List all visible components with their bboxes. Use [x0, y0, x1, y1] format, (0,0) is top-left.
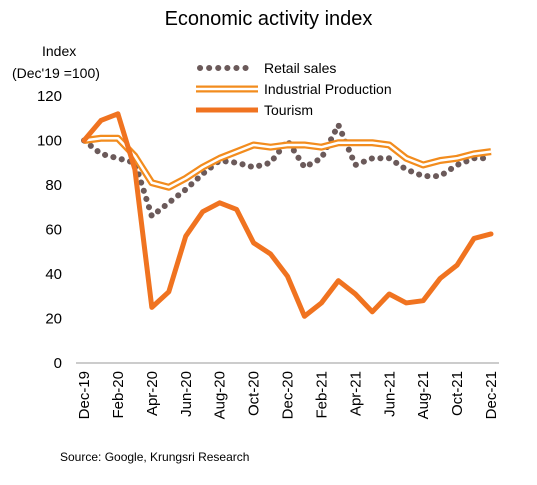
y-tick-label: 40 — [45, 266, 62, 283]
y-axis-label-line1: Index — [42, 43, 77, 59]
chart-title: Economic activity index — [164, 8, 373, 30]
legend-item-industrial-production: Industrial Production — [196, 79, 392, 100]
x-tick-label: Aug-21 — [415, 371, 432, 419]
source-note: Source: Google, Krungsri Research — [60, 450, 250, 464]
y-tick-label: 0 — [54, 355, 62, 372]
x-tick-label: Feb-21 — [313, 371, 330, 419]
x-tick-label: Oct-21 — [449, 371, 466, 416]
x-tick-label: Dec-19 — [76, 371, 93, 419]
x-tick-label: Jun-21 — [381, 371, 398, 417]
legend-swatch-solid — [196, 107, 258, 113]
legend-item-tourism: Tourism — [196, 100, 392, 121]
legend: Retail sales Industrial Production Touri… — [196, 58, 392, 121]
series-tourism-line — [81, 111, 494, 319]
y-axis-label: Index (Dec'19 =100) — [12, 40, 100, 84]
legend-label-retail-sales: Retail sales — [264, 60, 337, 76]
legend-label-industrial-production: Industrial Production — [264, 81, 392, 97]
y-tick-label: 100 — [37, 133, 62, 150]
series-industrial-production-line-inner — [83, 137, 492, 189]
x-tick-label: Apr-21 — [347, 371, 364, 416]
x-tick-label: Dec-21 — [483, 371, 500, 419]
y-tick-label: 60 — [45, 222, 62, 239]
series-retail-sales-line — [81, 117, 494, 222]
y-axis-label-line2: (Dec'19 =100) — [12, 65, 100, 81]
legend-label-tourism: Tourism — [264, 102, 314, 118]
y-tick-label: 80 — [45, 177, 62, 194]
x-tick-label: Aug-20 — [212, 371, 229, 419]
x-tick-label: Apr-20 — [144, 371, 161, 416]
x-tick-label: Oct-20 — [246, 371, 263, 416]
x-tick-label: Jun-20 — [178, 371, 195, 417]
y-tick-label: 120 — [37, 88, 62, 105]
legend-swatch-double — [196, 85, 258, 93]
legend-swatch-dotted — [197, 65, 257, 71]
y-tick-label: 20 — [45, 311, 62, 328]
x-tick-label: Feb-20 — [110, 371, 127, 419]
legend-item-retail-sales: Retail sales — [196, 58, 392, 79]
x-tick-label: Dec-20 — [280, 371, 297, 419]
